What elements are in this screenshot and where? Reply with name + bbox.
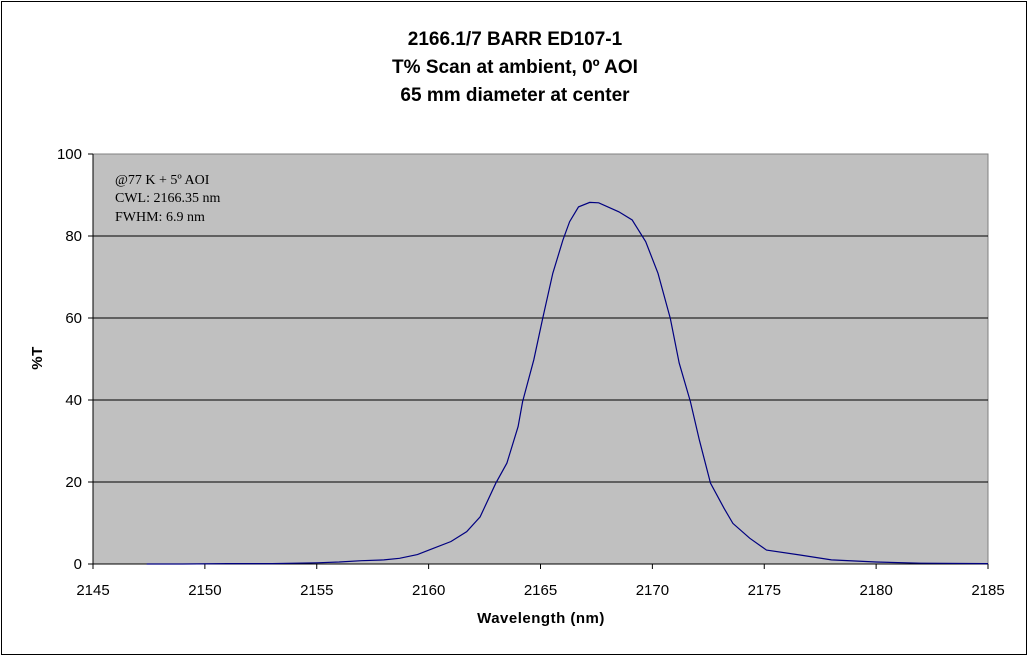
- x-tick-label: 2175: [748, 582, 781, 599]
- y-tick-label: 0: [74, 556, 82, 573]
- plot-area: [92, 153, 989, 565]
- x-axis-label: Wavelength (nm): [477, 610, 605, 627]
- x-tick-label: 2155: [300, 582, 333, 599]
- series-line: [146, 201, 989, 565]
- y-tick-label: 100: [57, 146, 82, 163]
- x-tick-label: 2170: [636, 582, 669, 599]
- annotation-line-3: FWHM: 6.9 nm: [115, 210, 205, 225]
- x-tick-label: 2150: [188, 582, 221, 599]
- gridlines: [93, 235, 988, 483]
- ticks: 0 20 40 60 80 100 2145 2150 2155 2160 2165 2170 2175…: [57, 146, 1005, 599]
- y-tick-label: 40: [65, 392, 82, 409]
- annotation-line-1: @77 K + 5º AOI: [115, 173, 210, 188]
- y-tick-label: 60: [65, 310, 82, 327]
- chart-title-line-2: T% Scan at ambient, 0º AOI: [392, 57, 638, 78]
- y-axis-label: %T: [29, 346, 46, 370]
- x-tick-label: 2165: [524, 582, 557, 599]
- chart-title-line-1: 2166.1/7 BARR ED107-1: [408, 29, 623, 50]
- x-tick-label: 2185: [971, 582, 1004, 599]
- y-tick-label: 80: [65, 228, 82, 245]
- annotation-line-2: CWL: 2166.35 nm: [115, 191, 220, 206]
- chart-title-line-3: 65 mm diameter at center: [400, 85, 630, 106]
- x-tick-label: 2145: [76, 582, 109, 599]
- x-tick-label: 2160: [412, 582, 445, 599]
- y-tick-label: 20: [65, 474, 82, 491]
- x-tick-label: 2180: [859, 582, 892, 599]
